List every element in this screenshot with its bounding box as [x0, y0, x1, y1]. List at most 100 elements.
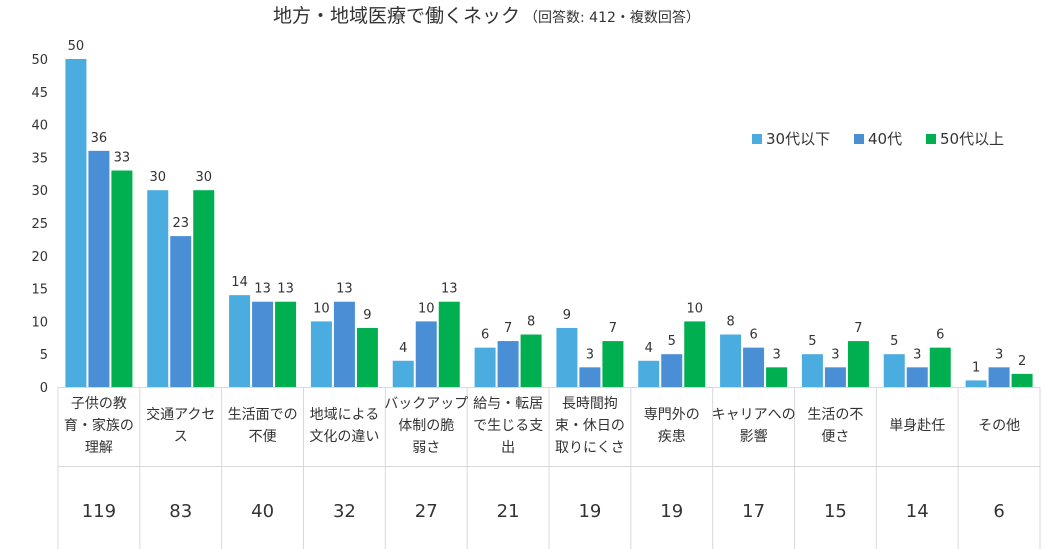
bar [720, 334, 742, 387]
bar [170, 236, 192, 387]
data-label: 7 [609, 321, 617, 336]
y-tick-label: 40 [31, 119, 48, 134]
bar [883, 354, 905, 387]
data-label: 5 [668, 334, 676, 349]
bar [438, 301, 460, 387]
legend-label: 50代以上 [940, 130, 1004, 148]
y-tick-label: 15 [31, 283, 48, 298]
category-label: 生活面での [228, 407, 298, 423]
bar [743, 347, 765, 387]
bar [602, 341, 624, 387]
data-label: 14 [231, 275, 248, 290]
data-label: 36 [91, 131, 108, 146]
category-label: 束・休日の [555, 418, 625, 434]
data-label: 3 [772, 347, 780, 362]
data-label: 4 [645, 341, 653, 356]
category-label: 長時間拘 [562, 396, 618, 412]
bars [58, 59, 1040, 388]
data-label: 4 [399, 341, 407, 356]
category-label: 専門外の [644, 407, 700, 423]
data-label: 7 [854, 321, 862, 336]
data-label: 10 [686, 301, 703, 316]
category-label: 育・家族の [64, 417, 134, 434]
bar [1011, 373, 1033, 387]
bar [638, 360, 660, 387]
bar [275, 301, 297, 387]
category-label: 不便 [249, 429, 277, 445]
total-value: 19 [660, 501, 683, 522]
bar [147, 190, 169, 387]
bar [310, 321, 332, 387]
category-label: で生じる支 [473, 418, 543, 434]
data-label: 23 [172, 216, 189, 231]
bar [684, 321, 706, 387]
total-value: 6 [993, 501, 1004, 522]
data-label: 6 [749, 328, 757, 343]
y-tick-label: 50 [31, 53, 48, 68]
chart-subtitle: （回答数: 412・複数回答） [524, 9, 700, 26]
total-value: 83 [169, 501, 192, 522]
legend-swatch [752, 134, 762, 144]
category-label: 体制の脆 [398, 417, 454, 434]
bar [847, 341, 869, 387]
category-label: 子供の教 [71, 396, 127, 412]
bar [88, 150, 110, 387]
bar [766, 367, 788, 387]
y-tick-label: 35 [31, 151, 48, 166]
bar [965, 380, 987, 387]
y-tick-label: 25 [31, 217, 48, 232]
bar [65, 59, 87, 387]
data-label: 7 [504, 321, 512, 336]
bar [333, 301, 355, 387]
total-value: 14 [906, 501, 929, 522]
data-label: 5 [890, 334, 898, 349]
total-value: 27 [415, 501, 438, 522]
bar [556, 327, 578, 387]
bar [474, 347, 496, 387]
category-label: 地域による [310, 407, 380, 423]
data-label: 1 [972, 360, 980, 375]
legend-swatch [854, 134, 864, 144]
bar [988, 367, 1010, 387]
data-label: 13 [254, 282, 271, 297]
category-label: 理解 [85, 440, 113, 456]
category-label: 出 [501, 440, 515, 456]
y-axis: 0 5 10 15 20 25 30 35 40 45 50 [31, 53, 48, 396]
category-label: 交通アクセ [146, 406, 215, 423]
data-label: 13 [441, 282, 458, 297]
y-tick-label: 10 [31, 315, 48, 330]
data-label: 5 [808, 334, 816, 349]
bar [356, 327, 378, 387]
category-label: 疾患 [658, 429, 686, 445]
category-label: ス [174, 429, 188, 445]
total-value: 15 [824, 501, 847, 522]
bar [252, 301, 274, 387]
data-label: 9 [363, 308, 371, 323]
y-tick-label: 20 [31, 250, 48, 265]
bar [801, 354, 823, 387]
data-label: 3 [995, 347, 1003, 362]
category-label: 影響 [740, 428, 768, 445]
category-label: 取りにくさ [555, 440, 625, 456]
legend-swatch [926, 134, 936, 144]
data-label: 8 [726, 315, 734, 330]
total-value: 119 [82, 501, 116, 522]
y-tick-label: 30 [31, 184, 48, 199]
y-tick-label: 5 [40, 348, 48, 363]
bar [579, 367, 601, 387]
data-label: 50 [68, 39, 85, 54]
category-label: バックアップ [384, 396, 468, 412]
legend-label: 40代 [868, 130, 902, 148]
data-label: 2 [1018, 354, 1026, 369]
chart-title: 地方・地域医療で働くネック [273, 5, 520, 27]
bar [929, 347, 951, 387]
bar [392, 360, 414, 387]
bar [497, 341, 519, 387]
legend: 30代以下 40代 50代以上 [752, 130, 1004, 148]
legend-label: 30代以下 [766, 130, 830, 148]
bar [415, 321, 437, 387]
data-label: 10 [313, 301, 330, 316]
y-tick-label: 45 [31, 86, 48, 101]
